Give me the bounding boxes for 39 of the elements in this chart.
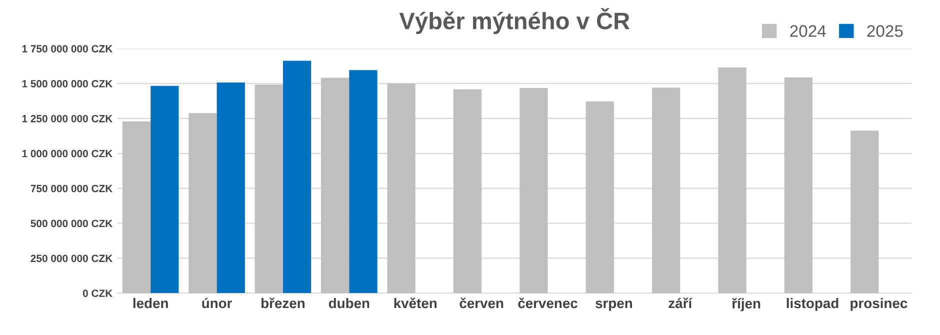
- bar: [784, 78, 813, 294]
- bar: [122, 122, 151, 294]
- legend-label: 2025: [867, 25, 903, 37]
- x-tick-label: květen: [394, 298, 437, 308]
- y-tick-label: 1 500 000 000 CZK: [22, 80, 113, 88]
- bar: [453, 89, 482, 294]
- y-tick-label: 500 000 000 CZK: [30, 220, 113, 228]
- x-tick-label: březen: [262, 298, 305, 308]
- x-tick-label: leden: [133, 298, 168, 308]
- bar: [718, 67, 746, 294]
- y-tick-label: 250 000 000 CZK: [30, 254, 113, 262]
- y-tick-label: 750 000 000 CZK: [30, 184, 113, 192]
- x-tick-label: listopad: [786, 298, 838, 311]
- bar: [282, 60, 312, 294]
- y-tick-label: 1 250 000 000 CZK: [22, 114, 113, 122]
- bar: [520, 88, 548, 294]
- bar: [850, 130, 879, 294]
- x-tick-label: únor: [202, 298, 232, 308]
- chart-title: Výběr mýtného v ČR: [399, 8, 630, 34]
- y-tick-label: 1 000 000 000 CZK: [22, 150, 113, 158]
- bar: [188, 113, 217, 294]
- x-tick-label: červen: [460, 298, 504, 308]
- x-tick-label: prosinec: [850, 298, 908, 311]
- x-tick-label: duben: [328, 298, 370, 308]
- x-tick-label: srpen: [596, 300, 632, 311]
- y-tick-label: 1 750 000 000 CZK: [22, 45, 113, 52]
- bar: [349, 70, 378, 294]
- x-tick-label: červenec: [518, 298, 578, 308]
- y-tick-label: 0 CZK: [82, 290, 113, 297]
- bar: [254, 84, 283, 294]
- bar: [586, 101, 614, 294]
- bar: [216, 82, 245, 294]
- x-tick-label: září: [668, 298, 692, 308]
- legend-label: 2024: [790, 25, 826, 37]
- bar: [321, 78, 350, 294]
- x-tick-label: říjen: [732, 298, 760, 312]
- bar: [387, 84, 416, 294]
- bar: [652, 88, 680, 294]
- bar: [150, 86, 179, 294]
